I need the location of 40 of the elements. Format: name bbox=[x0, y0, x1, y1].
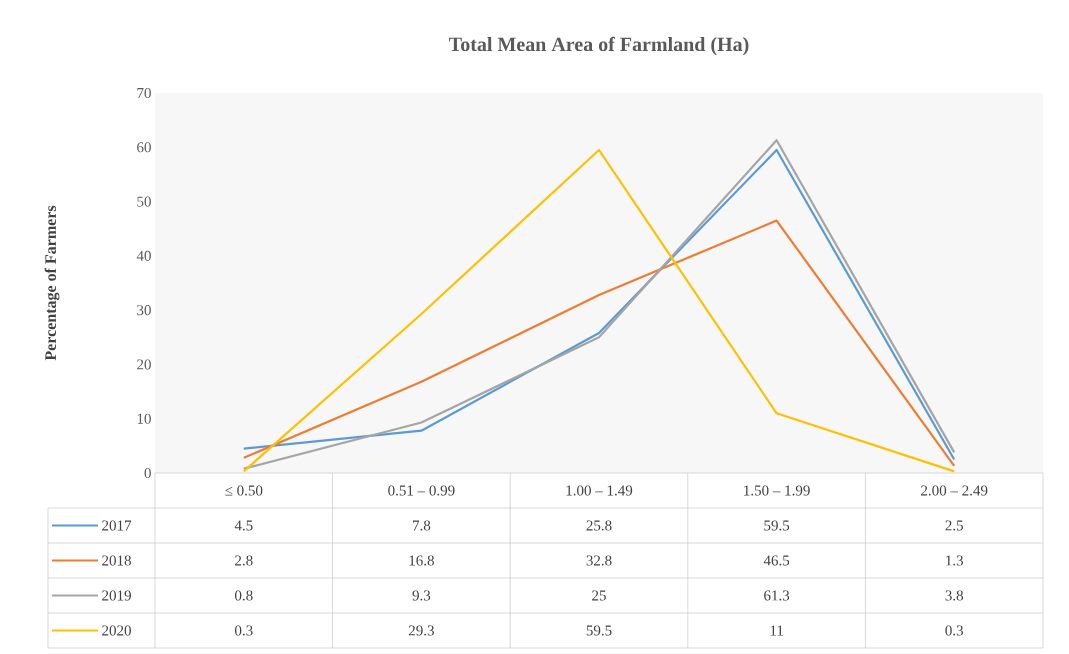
data-label: 59.5 bbox=[586, 625, 612, 636]
y-tick-label: 60 bbox=[137, 142, 151, 153]
x-tick-label: 1.00 – 1.49 bbox=[566, 485, 633, 496]
data-label: 32.8 bbox=[586, 555, 612, 566]
data-label: 16.8 bbox=[409, 555, 434, 566]
data-label: 4.5 bbox=[234, 520, 253, 531]
legend-label: 2018 bbox=[102, 555, 131, 566]
y-tick-label: 30 bbox=[137, 305, 151, 316]
data-label: 9.3 bbox=[412, 590, 431, 601]
y-tick-label: 0 bbox=[144, 467, 151, 479]
data-label: 0.8 bbox=[234, 590, 253, 601]
x-tick-label: 0.51 – 0.99 bbox=[388, 485, 455, 496]
data-label: 3.8 bbox=[945, 590, 964, 601]
legend-label: 2017 bbox=[102, 520, 132, 531]
y-tick-label: 70 bbox=[137, 87, 151, 99]
x-tick-label: 2.00 – 2.49 bbox=[921, 485, 988, 496]
chart-title: Total Mean Area of Farmland (Ha) bbox=[449, 36, 749, 56]
legend-label: 2020 bbox=[102, 625, 131, 636]
data-label: 7.8 bbox=[413, 520, 431, 531]
y-tick-label: 20 bbox=[137, 359, 151, 370]
data-label: 0.3 bbox=[234, 625, 253, 636]
x-tick-label: ≤ 0.50 bbox=[225, 485, 263, 496]
data-label: 1.3 bbox=[946, 555, 963, 566]
y-axis-title: Percentage of Farmers bbox=[44, 205, 60, 361]
data-label: 59.5 bbox=[764, 520, 790, 531]
data-label: 11 bbox=[770, 625, 783, 636]
legend-label: 2019 bbox=[102, 590, 131, 601]
data-label: 61.3 bbox=[764, 590, 790, 601]
y-tick-label: 10 bbox=[137, 413, 151, 424]
data-label: 29.3 bbox=[408, 625, 434, 636]
data-label: 0.3 bbox=[945, 625, 963, 636]
data-label: 46.5 bbox=[763, 555, 790, 566]
data-label: 25 bbox=[592, 590, 606, 601]
data-label: 2.8 bbox=[235, 555, 253, 566]
line-series bbox=[242, 219, 956, 468]
data-label: 2.5 bbox=[945, 520, 963, 531]
x-tick-label: 1.50 – 1.99 bbox=[744, 485, 810, 496]
y-tick-label: 40 bbox=[136, 250, 151, 261]
y-tick-label: 50 bbox=[137, 196, 151, 207]
data-label: 25.8 bbox=[586, 520, 612, 531]
